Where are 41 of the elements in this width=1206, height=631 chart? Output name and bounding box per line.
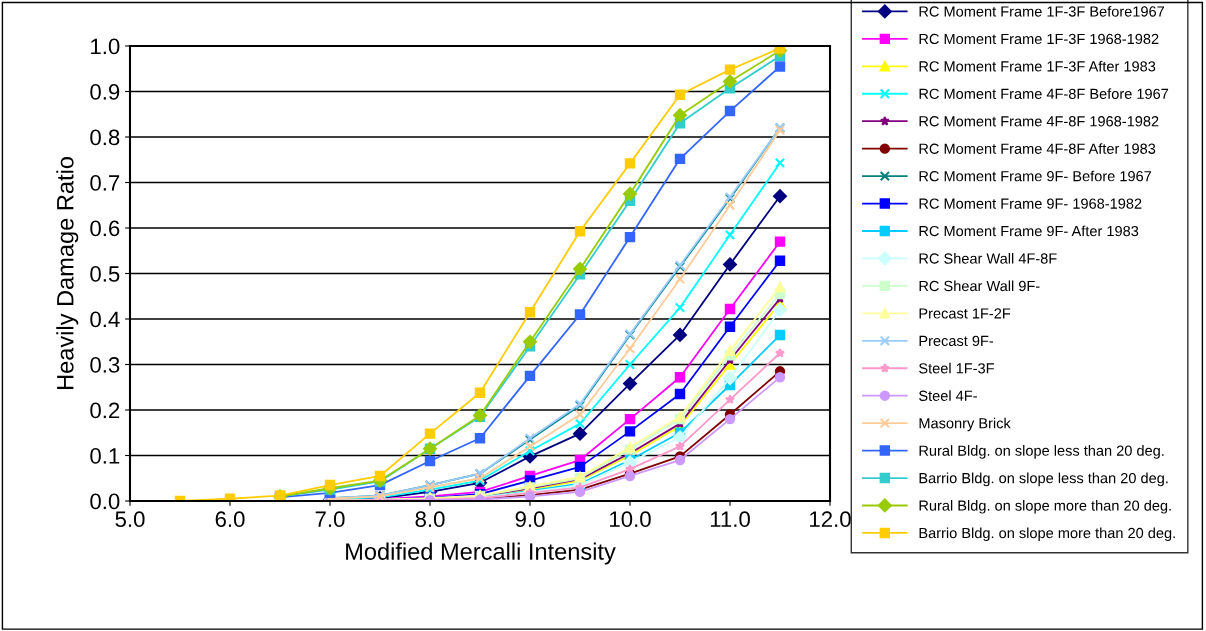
y-tick-label: 0.6 <box>90 220 120 237</box>
legend-label: RC Moment Frame 9F- 1968-1982 <box>919 198 1142 209</box>
y-tick-label: 0.4 <box>90 311 120 328</box>
x-tick-label: 8.0 <box>415 511 445 528</box>
y-tick-label: 0.5 <box>90 266 120 282</box>
legend-label: Barrio Bldg. on slope more than 20 deg. <box>919 527 1175 542</box>
legend-label: RC Moment Frame 4F-8F 1968-1982 <box>919 116 1159 127</box>
legend-label: Masonry Brick <box>919 417 1011 432</box>
y-tick-label: 0.8 <box>90 129 120 146</box>
legend-label: RC Moment Frame 4F-8F After 1983 <box>919 143 1156 154</box>
y-tick-label: 0.7 <box>90 175 120 191</box>
y-tick-label: 0.1 <box>90 448 120 464</box>
legend-label: RC Moment Frame 1F-3F Before1967 <box>919 5 1165 17</box>
x-tick-label: 12.0 <box>810 511 851 528</box>
x-tick-label: 9.0 <box>515 511 545 528</box>
x-tick-label: 6.0 <box>215 511 245 528</box>
y-tick-label: 1.0 <box>91 38 120 55</box>
legend-label: RC Shear Wall 4F-8F <box>919 252 1057 264</box>
legend-label: Rural Bldg. on slope more than 20 deg. <box>919 500 1171 514</box>
y-tick-label: 0.3 <box>90 357 120 373</box>
x-tick-label: 10.0 <box>610 511 651 528</box>
legend-label: Precast 1F-2F <box>919 308 1011 319</box>
x-axis-title: Modified Mercalli Intensity <box>346 542 616 565</box>
legend-label: Precast 9F- <box>919 335 994 347</box>
legend-label: Rural Bldg. on slope less than 20 deg. <box>919 445 1164 459</box>
x-tick-label: 11.0 <box>710 511 750 528</box>
x-tick-label: 5.0 <box>115 511 145 528</box>
legend-label: Steel 4F- <box>919 390 977 401</box>
legend-label: RC Moment Frame 9F- After 1983 <box>919 225 1139 237</box>
x-tick-label: 7.0 <box>315 511 345 528</box>
legend-label: RC Moment Frame 1F-3F 1968-1982 <box>919 33 1159 45</box>
y-tick-label: 0.0 <box>90 493 120 510</box>
y-tick-label: 0.2 <box>90 402 120 419</box>
y-axis-title: Heavily Damage Ratio <box>56 157 79 390</box>
legend-label: Steel 1F-3F <box>919 362 994 374</box>
legend-label: RC Moment Frame 1F-3F After 1983 <box>919 60 1156 72</box>
legend-label: RC Moment Frame 4F-8F Before 1967 <box>919 88 1169 99</box>
legend-label: RC Moment Frame 9F- Before 1967 <box>919 170 1152 182</box>
legend-label: RC Shear Wall 9F- <box>919 280 1040 292</box>
legend-label: Barrio Bldg. on slope less than 20 deg. <box>919 472 1168 487</box>
y-tick-label: 0.9 <box>90 84 120 100</box>
